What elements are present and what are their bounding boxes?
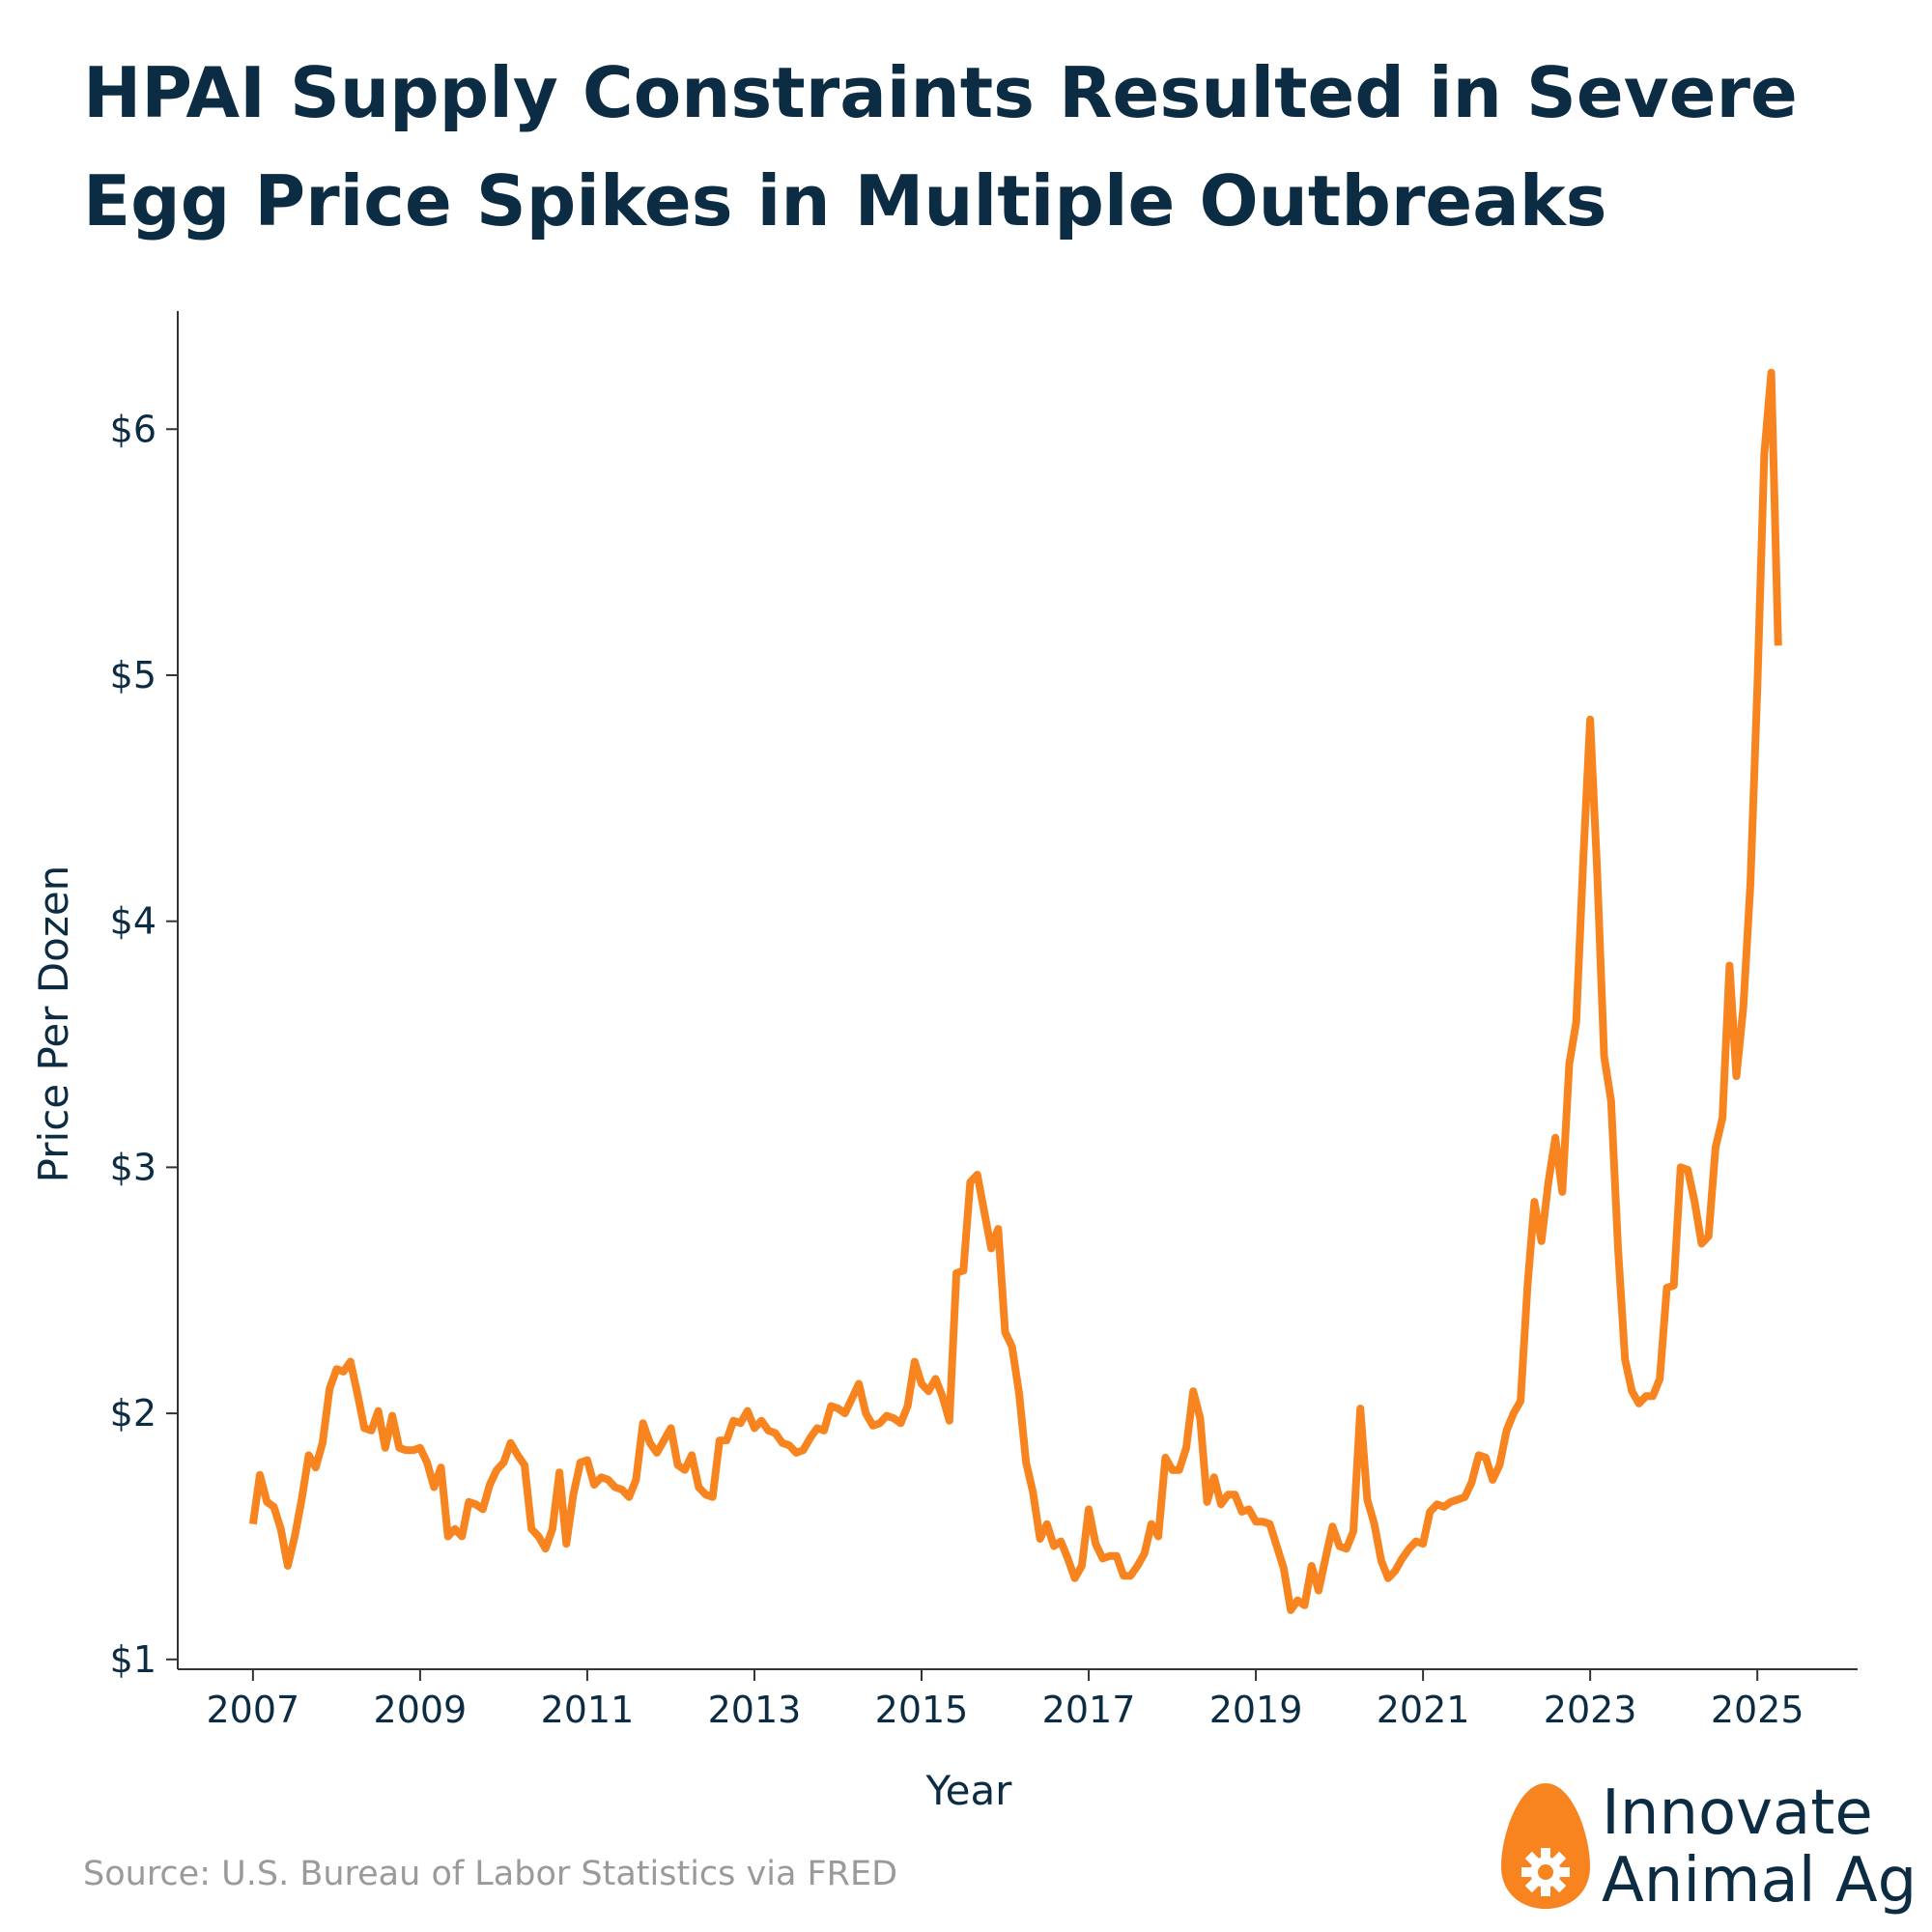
- x-tick-label: 2019: [1209, 1689, 1303, 1731]
- y-axis-title: Price Per Dozen: [30, 866, 77, 1183]
- x-tick-label: 2015: [875, 1689, 969, 1731]
- y-tick-label: $2: [110, 1392, 156, 1435]
- x-tick-label: 2017: [1042, 1689, 1136, 1731]
- y-tick-label: $5: [110, 654, 156, 696]
- x-tick-label: 2021: [1377, 1689, 1470, 1731]
- source-note: Source: U.S. Bureau of Labor Statistics …: [83, 1855, 898, 1893]
- y-tick-label: $3: [110, 1146, 156, 1188]
- x-tick-label: 2013: [708, 1689, 802, 1731]
- y-axis-ticks: $1 $2 $3 $4 $5 $6: [110, 408, 178, 1681]
- x-axis-ticks: 2007 2009 2011 2013 2015 2017 2019 2021 2023 2025: [207, 1669, 1804, 1731]
- chart-title-line-2: Egg Price Spikes in Multiple Outbreaks: [83, 160, 1607, 242]
- chart-title: HPAI Supply Constraints Resulted in Seve…: [83, 39, 1880, 255]
- x-tick-label: 2007: [207, 1689, 300, 1731]
- logo-wordmark: Innovate Animal Ag: [1602, 1779, 1917, 1915]
- x-tick-label: 2025: [1711, 1689, 1804, 1731]
- y-tick-label: $1: [110, 1638, 156, 1681]
- x-tick-label: 2023: [1544, 1689, 1637, 1731]
- chart-title-line-1: HPAI Supply Constraints Resulted in Seve…: [83, 52, 1798, 133]
- logo-line-1: Innovate: [1602, 1777, 1873, 1849]
- x-tick-label: 2009: [374, 1689, 468, 1731]
- egg-gear-icon: [1501, 1783, 1590, 1909]
- y-tick-label: $6: [110, 408, 156, 450]
- y-tick-label: $4: [110, 900, 156, 943]
- x-tick-label: 2011: [541, 1689, 635, 1731]
- x-axis-title: Year: [925, 1767, 1013, 1814]
- innovate-animal-ag-logo: Innovate Animal Ag: [1497, 1776, 1932, 1920]
- price-line: [248, 368, 1782, 1614]
- price-series: [248, 368, 1782, 1614]
- logo-line-2: Animal Ag: [1602, 1845, 1918, 1917]
